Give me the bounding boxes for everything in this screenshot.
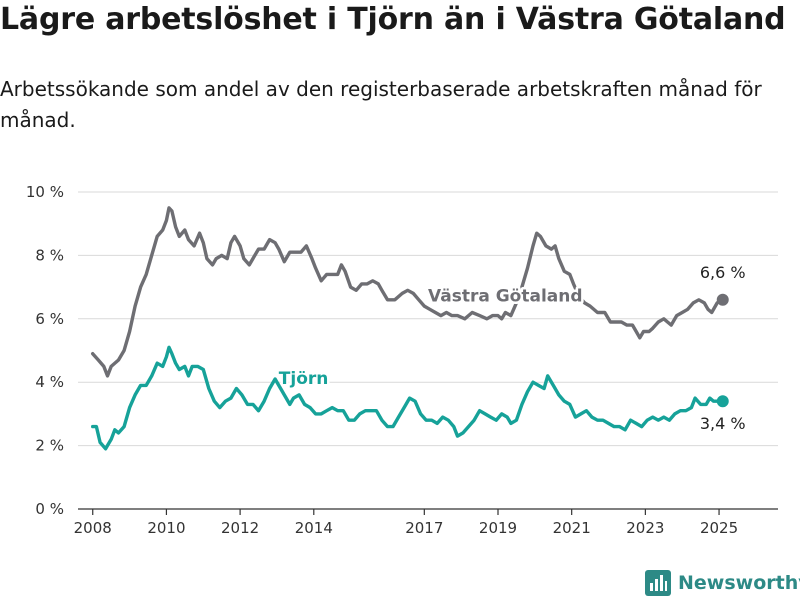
chart-subtitle: Arbetssökande som andel av den registerb… [0,77,762,132]
y-tick-label: 10 % [26,183,64,201]
brand-name: Newsworthy [678,572,800,594]
x-tick-label: 2010 [147,519,185,537]
series-end-dot [716,293,729,306]
series-name-label: Västra Götaland [428,286,583,306]
y-tick-label: 4 % [35,373,64,391]
y-tick-label: 2 % [35,437,64,455]
brand-logo: Newsworthy [645,568,800,598]
y-tick-label: 0 % [35,500,64,518]
x-tick-label: 2021 [553,519,591,537]
newsworthy-logo-icon [645,570,671,596]
y-tick-label: 6 % [35,310,64,328]
series-labels: 6,6 % Västra Götaland 3,4 % Tjörn [276,263,746,433]
x-tick-label: 2017 [405,519,443,537]
axes: 0 % 2 % 4 % 6 % 8 % 10 % 2008 2010 2012 2014 2017 2… [26,183,778,537]
x-tick-label: 2008 [74,519,112,537]
series-lines [91,206,729,451]
x-tick-label: 2019 [479,519,517,537]
x-tick-label: 2012 [221,519,259,537]
x-tick-label: 2023 [626,519,664,537]
x-tick-label: 2014 [295,519,333,537]
series-end-value-label: 3,4 % [700,414,746,433]
series-end-dot [716,395,729,408]
series-line [91,345,725,451]
x-tick-label: 2025 [700,519,738,537]
chart-title: Lägre arbetslöshet i Tjörn än i Västra G… [0,2,786,37]
series-end-value-label: 6,6 % [700,263,746,282]
y-tick-label: 8 % [35,246,64,264]
series-line [91,206,725,378]
series-name-label: Tjörn [279,369,329,389]
